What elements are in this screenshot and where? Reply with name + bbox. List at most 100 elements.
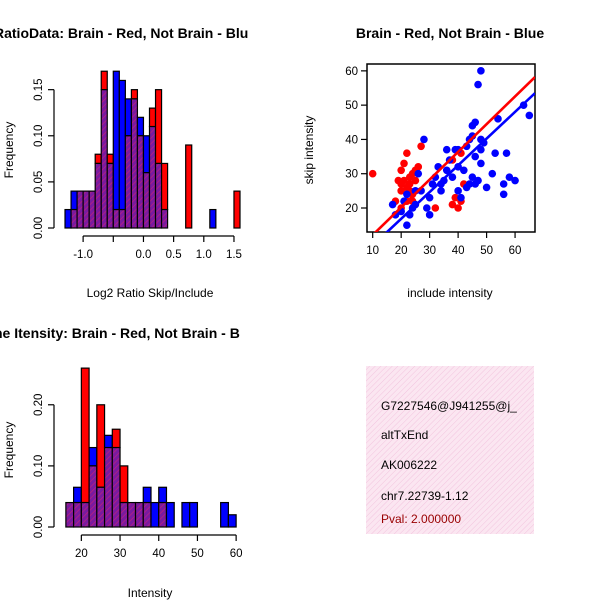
scatter-point-brain-22 [454,204,462,212]
scatter-x-tick-label-1: 20 [395,245,408,257]
scatter-point-not-brain-22 [448,173,457,181]
info-pval: Pval: 2.000000 [381,512,461,526]
ratio-overlap-bar-2 [76,190,84,229]
scatter-point-not-brain-38 [474,80,482,89]
scatter-point-brain-7 [403,149,411,157]
intensity-x-tick-label-1: 30 [114,548,127,560]
ratio-histogram-bars [64,70,241,229]
intensity-bar-1 [73,486,82,504]
ratio-bar-14 [148,107,157,128]
intensity-histogram-bars [65,367,237,528]
ratio-overlap-bar-6 [100,89,108,229]
ratio-bar-15 [154,89,163,165]
intensity-y-tick-label-0: 0.00 [33,516,45,538]
ratio-overlap-bar-11 [130,98,139,229]
scatter-point-not-brain-14 [425,193,434,202]
scatter-point-not-brain-48 [505,173,514,181]
intensity-bar-15 [181,501,191,528]
scatter-point-not-brain-43 [488,169,497,178]
intensity-bar-2 [80,367,90,504]
info-box-background [366,366,534,534]
scatter-point-not-brain-35 [474,176,482,185]
intensity-bar-13 [165,501,175,528]
scatter-x-tick-label-0: 10 [366,245,379,257]
intensity-bar-21 [227,514,237,528]
ratio-bar-20 [185,144,193,229]
scatter-x-tick-label-5: 60 [509,245,522,257]
scatter-point-brain-0 [368,169,377,178]
intensity-overlap-bar-3 [88,465,98,528]
ratio-y-tick-label-2: 0.10 [33,125,45,147]
intensity-bar-3 [88,446,98,467]
scatter-point-brain-4 [397,166,405,175]
intensity-histogram-ylabel: Frequency [2,422,16,479]
ratio-x-tick-label-3: 1.0 [196,249,212,261]
ratio-x-tick-label-2: 0.5 [166,249,182,261]
intensity-bar-7 [119,465,129,504]
ratio-histogram-ylabel: Frequency [2,122,16,179]
ratio-histogram-axes: 0.00 0.05 0.10 0.15 -1.0 0.0 0.5 1.0 1.5 [33,78,242,261]
scatter-point-brain-21 [451,193,460,202]
scatter-point-not-brain-26 [457,193,465,202]
intensity-histogram-title: ne Itensity: Brain - Red, Not Brain - B [0,325,240,341]
info-line-id: G7227546@J941255@j_ [381,399,517,413]
ratio-histogram-xlabel: Log2 Ratio Skip/Include [87,286,214,300]
ratio-overlap-bar-12 [136,135,145,229]
scatter-x-tick-label-4: 50 [480,245,493,257]
intensity-bar-16 [189,501,199,528]
intensity-overlap-bar-7 [119,501,129,528]
intensity-histogram-axes: 0.00 0.10 0.20 20 30 40 50 60 [33,394,243,560]
info-line-accession: AK006222 [381,458,437,472]
ratio-bar-13 [142,135,151,174]
intensity-overlap-bar-4 [96,486,106,528]
intensity-overlap-bar-5 [103,446,113,528]
scatter-point-not-brain-53 [442,145,451,154]
scatter-point-not-brain-45 [499,190,508,199]
intensity-overlap-bar-10 [142,501,152,528]
ratio-overlap-bar-7 [106,162,114,229]
scatter-y-tick-label-0: 20 [345,203,358,215]
scatter-point-not-brain-42 [482,183,491,192]
ratio-bar-1 [70,190,78,211]
intensity-overlap-bar-0 [65,501,75,528]
info-line-event: altTxEnd [381,428,428,442]
ratio-bar-12 [136,116,145,137]
scatter-point-brain-16 [417,142,425,151]
scatter-point-not-brain-49 [511,176,519,185]
intensity-y-tick-label-1: 0.10 [33,455,45,477]
scatter-y-tick-label-1: 30 [345,169,358,181]
scatter-point-not-brain-46 [499,180,508,188]
ratio-bar-16 [160,162,169,211]
intensity-histogram-panel: ne Itensity: Brain - Red, Not Brain - B … [0,325,243,600]
scatter-point-not-brain-18 [437,187,445,195]
intensity-bar-5 [103,434,113,449]
ratio-bar-0 [64,208,72,229]
scatter-xlabel: include intensity [407,286,492,300]
scatter-point-not-brain-47 [502,149,511,157]
scatter-points [368,67,535,232]
ratio-x-tick-label-4: 1.5 [226,249,242,261]
intensity-x-tick-label-4: 60 [230,548,243,560]
scatter-point-not-brain-56 [471,152,480,161]
ratio-bar-11 [130,89,139,100]
scatter-point-brain-28 [405,180,414,188]
scatter-point-brain-14 [411,176,420,185]
scatter-point-brain-3 [397,187,405,195]
scatter-point-not-brain-0 [388,200,397,209]
intensity-bar-20 [220,501,229,528]
ratio-overlap-bar-14 [148,125,157,229]
scatter-point-not-brain-27 [460,166,468,175]
ratio-bar-10 [124,98,132,137]
scatter-point-not-brain-4 [403,190,411,199]
ratio-overlap-bar-10 [124,135,132,229]
scatter-title: Brain - Red, Not Brain - Blue [356,25,544,41]
ratio-x-tick-label-1: 0.0 [135,249,151,261]
intensity-overlap-bar-9 [134,501,144,528]
scatter-point-not-brain-52 [425,211,434,219]
scatter-y-tick-label-3: 50 [345,100,358,112]
ratio-x-tick-label-0: -1.0 [73,249,93,261]
intensity-overlap-bar-8 [127,501,137,528]
ratio-overlap-bar-8 [112,208,120,229]
